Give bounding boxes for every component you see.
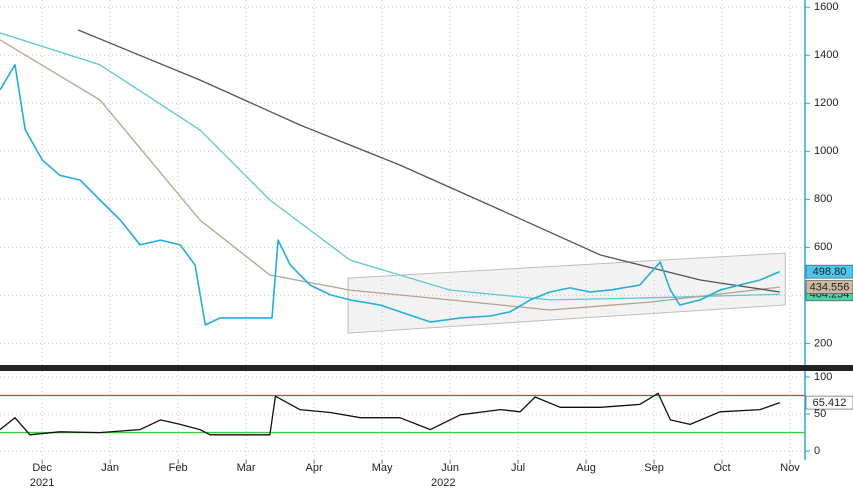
y-tick-label: 50 [814,408,826,420]
x-tick-label: Jun [441,462,459,474]
channel-band [347,252,786,334]
series-line [77,29,780,293]
y-tick-label: 1600 [814,1,838,13]
series-line [0,32,780,301]
end-value-box [805,280,853,294]
x-tick-label: Sep [644,462,664,474]
year-label: 2022 [431,477,455,489]
x-tick-label: Jan [101,462,119,474]
y-tick-label: 0 [814,445,820,457]
series-line [0,64,781,326]
series-line [0,392,781,436]
y-tick-label: 1000 [814,145,838,157]
series-line [0,39,780,311]
y-tick-label: 1400 [814,49,838,61]
panel-separator [0,365,853,371]
y-tick-label: 600 [814,241,832,253]
x-tick-label: Mar [237,462,256,474]
x-tick-label: Aug [576,462,596,474]
end-value-label: 434.556 [810,281,850,293]
x-tick-label: Nov [780,462,800,474]
y-tick-label: 200 [814,337,832,349]
end-value-box [805,264,853,279]
x-tick-label: Feb [169,462,188,474]
year-label: 2021 [30,477,54,489]
end-value-box [805,395,853,410]
end-value-label: 498.80 [813,266,847,278]
end-value-label: 65.412 [813,397,847,409]
y-tick-label: 800 [814,193,832,205]
x-tick-label: Apr [306,462,323,474]
y-tick-label: 1200 [814,97,838,109]
y-tick-label: 100 [814,371,832,383]
x-tick-label: May [372,462,393,474]
x-tick-label: Oct [713,462,730,474]
x-tick-label: Dec [32,462,52,474]
x-tick-label: Jul [511,462,525,474]
